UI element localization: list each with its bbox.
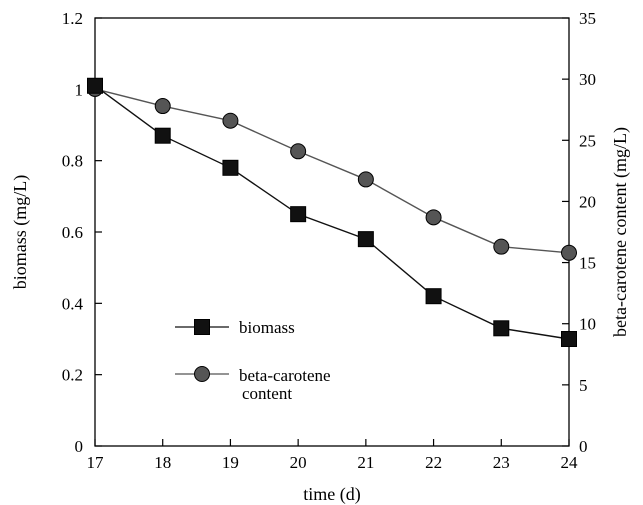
- left-y-tick-label: 0: [75, 437, 84, 456]
- beta-carotene-content-point: [357, 171, 374, 188]
- legend: biomass beta-carotene content: [175, 318, 331, 403]
- left-y-tick-label: 1: [75, 80, 84, 99]
- biomass-point: [290, 206, 307, 223]
- x-tick-label: 19: [222, 453, 239, 472]
- beta-carotene-content-point: [290, 143, 307, 160]
- right-y-tick-label: 5: [579, 376, 588, 395]
- legend-biomass-marker: [194, 319, 210, 335]
- biomass-point: [154, 127, 171, 144]
- biomass-point: [222, 159, 239, 176]
- left-y-axis-ticks: 0 0.2 0.4 0.6 0.8 1 1.2: [62, 9, 102, 456]
- x-tick-label: 23: [493, 453, 510, 472]
- left-y-tick-label: 0.4: [62, 294, 84, 313]
- left-y-tick-label: 0.2: [62, 366, 83, 385]
- x-tick-label: 22: [425, 453, 442, 472]
- x-axis-ticks: 17 18 19 20 21 22 23 24: [87, 439, 579, 472]
- left-y-tick-label: 1.2: [62, 9, 83, 28]
- biomass-point: [493, 320, 510, 337]
- right-y-tick-label: 0: [579, 437, 588, 456]
- biomass-point: [87, 77, 103, 94]
- biomass-series-line: [94, 85, 570, 340]
- series-layer: [87, 77, 577, 347]
- left-y-axis-title: biomass (mg/L): [10, 175, 31, 290]
- legend-beta-carotene-marker: [194, 366, 210, 382]
- right-y-axis-ticks: 0 5 10 15 20 25 30 35: [562, 9, 596, 456]
- left-y-tick-label: 0.6: [62, 223, 83, 242]
- beta-carotene-content-series-line: [94, 88, 570, 254]
- right-y-tick-label: 15: [579, 254, 596, 273]
- beta-carotene-content-point: [222, 112, 239, 129]
- left-y-tick-label: 0.8: [62, 152, 83, 171]
- x-tick-label: 17: [87, 453, 105, 472]
- right-y-tick-label: 25: [579, 131, 596, 150]
- x-tick-label: 18: [154, 453, 171, 472]
- beta-carotene-content-point: [493, 238, 510, 255]
- right-y-axis-title: beta-carotene content (mg/L): [610, 127, 631, 337]
- legend-beta-carotene-label-line1: beta-carotene: [239, 366, 331, 385]
- beta-carotene-content-point: [425, 209, 442, 226]
- right-y-tick-label: 10: [579, 315, 596, 334]
- biomass-point: [425, 288, 442, 305]
- x-tick-label: 20: [290, 453, 307, 472]
- biomass-point: [357, 231, 374, 248]
- legend-beta-carotene-label-line2: content: [242, 384, 292, 403]
- biomass-point: [561, 331, 577, 347]
- right-y-tick-label: 20: [579, 192, 596, 211]
- legend-biomass-label: biomass: [239, 318, 295, 337]
- beta-carotene-content-point: [154, 98, 171, 115]
- beta-carotene-content-point: [561, 244, 577, 261]
- plot-frame: [94, 17, 570, 447]
- x-tick-label: 24: [561, 453, 579, 472]
- right-y-tick-label: 30: [579, 70, 596, 89]
- x-axis-title: time (d): [303, 484, 360, 505]
- x-tick-label: 21: [357, 453, 374, 472]
- right-y-tick-label: 35: [579, 9, 596, 28]
